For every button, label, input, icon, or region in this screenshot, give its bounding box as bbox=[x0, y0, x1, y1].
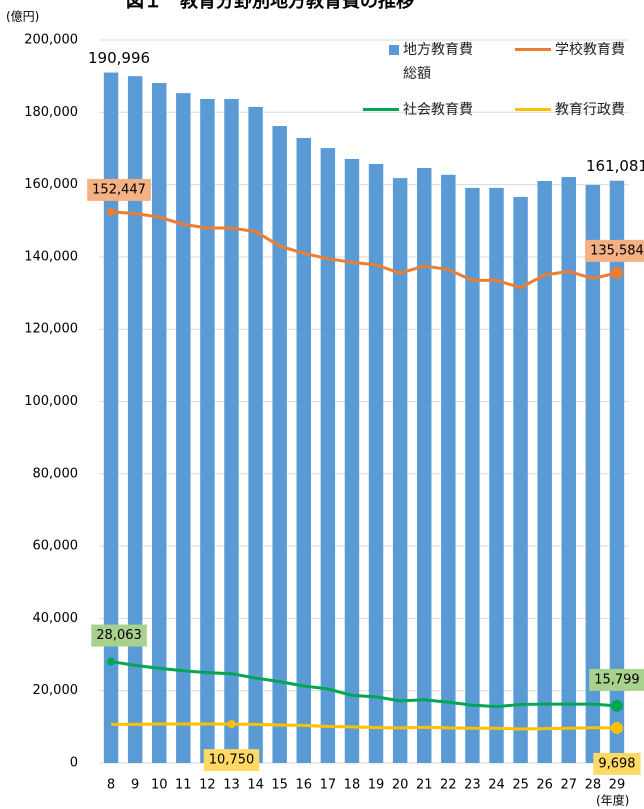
bar bbox=[465, 187, 480, 763]
x-tick-label: 27 bbox=[560, 778, 577, 793]
bar bbox=[248, 106, 263, 763]
line bbox=[111, 722, 617, 731]
bar bbox=[609, 180, 625, 763]
legend-swatch bbox=[515, 48, 551, 51]
bar bbox=[320, 148, 336, 763]
x-tick-label: 13 bbox=[223, 778, 240, 793]
line bbox=[110, 210, 618, 290]
y-tick-label: 180,000 bbox=[24, 105, 78, 120]
x-tick-label: 25 bbox=[512, 778, 529, 793]
marker bbox=[610, 266, 623, 279]
x-tick-label: 12 bbox=[199, 778, 216, 793]
bar bbox=[200, 98, 215, 763]
value-label-box bbox=[585, 239, 644, 262]
value-label: 152,447 bbox=[92, 182, 146, 197]
line bbox=[110, 660, 618, 709]
x-tick-label: 9 bbox=[131, 778, 139, 793]
bar bbox=[489, 187, 504, 763]
bar bbox=[417, 167, 432, 763]
value-label: 9,698 bbox=[598, 756, 635, 771]
value-label-box bbox=[91, 624, 147, 647]
x-tick-label: 22 bbox=[440, 778, 457, 793]
legend-item: 学校教育費 bbox=[515, 38, 633, 62]
x-tick-label: 17 bbox=[320, 778, 337, 793]
bar bbox=[103, 72, 119, 764]
y-tick-label: 40,000 bbox=[33, 611, 79, 626]
value-label-box bbox=[593, 752, 641, 775]
bar bbox=[152, 83, 167, 764]
bar bbox=[224, 98, 239, 763]
marker bbox=[610, 721, 623, 734]
y-tick-label: 60,000 bbox=[33, 539, 79, 554]
bar bbox=[441, 174, 456, 764]
bar bbox=[272, 126, 287, 764]
x-tick-label: 14 bbox=[247, 778, 264, 793]
legend-swatch bbox=[363, 108, 399, 111]
y-unit: (億円) bbox=[6, 10, 39, 24]
value-label-box bbox=[87, 178, 151, 201]
marker bbox=[107, 657, 116, 666]
bar bbox=[127, 76, 143, 763]
legend-label: 教育行政費 bbox=[555, 102, 625, 118]
chart-title: 図１ 教育分野別地方教育費の推移 bbox=[126, 0, 414, 12]
y-tick-label: 140,000 bbox=[24, 249, 78, 264]
x-tick-label: 8 bbox=[107, 778, 115, 793]
x-tick-label: 23 bbox=[464, 778, 481, 793]
value-label: 15,799 bbox=[594, 672, 640, 687]
bar bbox=[537, 180, 552, 764]
legend-swatch bbox=[389, 45, 399, 55]
value-label-box bbox=[203, 749, 260, 772]
legend-label: 社会教育費 bbox=[403, 102, 473, 118]
x-tick-label: 19 bbox=[368, 778, 385, 793]
x-tick-label: 20 bbox=[392, 778, 409, 793]
legend-label: 地方教育費総額 bbox=[403, 42, 473, 82]
bar bbox=[344, 158, 360, 764]
x-tick-label: 10 bbox=[151, 778, 168, 793]
x-tick-label: 26 bbox=[536, 778, 553, 793]
legend-label: 学校教育費 bbox=[555, 42, 625, 58]
x-tick-label: 16 bbox=[295, 778, 312, 793]
y-tick-label: 0 bbox=[70, 756, 78, 771]
value-label: 10,750 bbox=[209, 753, 255, 768]
bar bbox=[176, 93, 191, 763]
marker bbox=[610, 699, 623, 712]
y-tick-label: 160,000 bbox=[24, 177, 78, 192]
y-tick-label: 80,000 bbox=[33, 466, 79, 481]
x-unit: (年度) bbox=[596, 793, 629, 808]
marker bbox=[227, 720, 236, 729]
bar bbox=[296, 137, 311, 764]
x-tick-label: 28 bbox=[585, 778, 602, 793]
bar bbox=[392, 178, 408, 763]
x-tick-label: 15 bbox=[271, 778, 288, 793]
bar bbox=[513, 196, 528, 764]
value-label: 135,584 bbox=[590, 243, 644, 258]
bar bbox=[585, 184, 601, 764]
x-tick-label: 11 bbox=[175, 778, 192, 793]
x-tick-label: 24 bbox=[488, 778, 505, 793]
value-label: 28,063 bbox=[96, 628, 142, 643]
legend-item: 社会教育費 bbox=[363, 98, 481, 122]
value-label: 190,996 bbox=[88, 49, 150, 67]
bar bbox=[561, 177, 576, 764]
legend-swatch bbox=[515, 108, 551, 111]
y-tick-label: 20,000 bbox=[33, 683, 79, 698]
x-tick-label: 29 bbox=[609, 778, 626, 793]
marker bbox=[107, 207, 116, 216]
y-tick-label: 100,000 bbox=[24, 394, 78, 409]
value-label: 161,081 bbox=[586, 157, 644, 175]
x-tick-label: 18 bbox=[344, 778, 361, 793]
x-tick-label: 21 bbox=[416, 778, 433, 793]
legend-item: 教育行政費 bbox=[515, 98, 633, 122]
value-label-box bbox=[589, 668, 644, 691]
y-tick-label: 120,000 bbox=[24, 322, 78, 337]
legend-item: 地方教育費総額 bbox=[363, 38, 481, 86]
y-tick-label: 200,000 bbox=[24, 33, 78, 48]
bar bbox=[368, 163, 384, 763]
